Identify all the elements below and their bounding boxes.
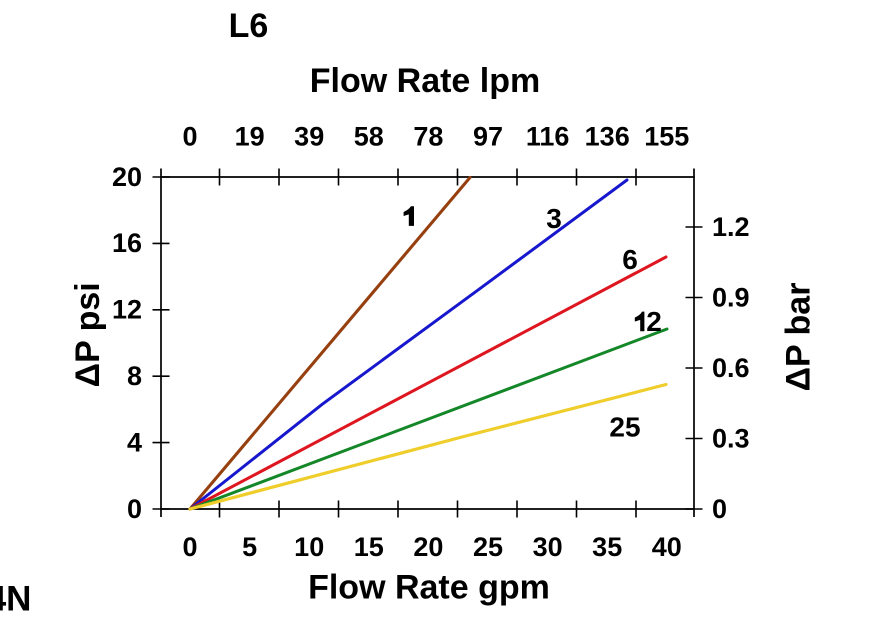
svg-text:4N: 4N bbox=[0, 580, 31, 618]
svg-text:5: 5 bbox=[242, 532, 257, 562]
svg-text:97: 97 bbox=[473, 122, 503, 152]
svg-text:39: 39 bbox=[294, 122, 324, 152]
svg-text:0: 0 bbox=[182, 122, 197, 152]
svg-text:8: 8 bbox=[127, 361, 142, 391]
svg-text:2: 2 bbox=[646, 306, 662, 337]
svg-text:0: 0 bbox=[712, 494, 727, 524]
svg-text:0: 0 bbox=[182, 532, 197, 562]
svg-text:10: 10 bbox=[294, 532, 324, 562]
svg-text:30: 30 bbox=[533, 532, 563, 562]
svg-text:25: 25 bbox=[473, 532, 503, 562]
svg-text:4: 4 bbox=[127, 427, 142, 457]
svg-text:25: 25 bbox=[609, 412, 640, 443]
svg-text:20: 20 bbox=[112, 162, 142, 192]
svg-text:136: 136 bbox=[585, 122, 630, 152]
svg-text:3: 3 bbox=[546, 203, 562, 234]
svg-text:0.3: 0.3 bbox=[712, 423, 750, 453]
svg-text:16: 16 bbox=[112, 228, 142, 258]
svg-text:78: 78 bbox=[413, 122, 443, 152]
svg-text:58: 58 bbox=[354, 122, 384, 152]
svg-text:ΔP psi: ΔP psi bbox=[69, 282, 107, 387]
svg-text:L6: L6 bbox=[229, 7, 269, 45]
svg-text:0.6: 0.6 bbox=[712, 353, 750, 383]
svg-text:ΔP bar: ΔP bar bbox=[780, 283, 818, 392]
svg-text:0.9: 0.9 bbox=[712, 282, 750, 312]
svg-text:Flow Rate gpm: Flow Rate gpm bbox=[308, 569, 550, 607]
svg-text:Flow Rate lpm: Flow Rate lpm bbox=[310, 62, 540, 100]
svg-text:0: 0 bbox=[127, 494, 142, 524]
svg-text:155: 155 bbox=[644, 122, 689, 152]
svg-text:40: 40 bbox=[652, 532, 682, 562]
svg-text:20: 20 bbox=[413, 532, 443, 562]
svg-text:6: 6 bbox=[622, 244, 638, 275]
svg-text:12: 12 bbox=[112, 295, 142, 325]
svg-text:15: 15 bbox=[354, 532, 384, 562]
svg-text:1.2: 1.2 bbox=[712, 212, 750, 242]
svg-text:116: 116 bbox=[526, 122, 570, 152]
svg-text:19: 19 bbox=[235, 122, 265, 152]
svg-text:35: 35 bbox=[592, 532, 622, 562]
